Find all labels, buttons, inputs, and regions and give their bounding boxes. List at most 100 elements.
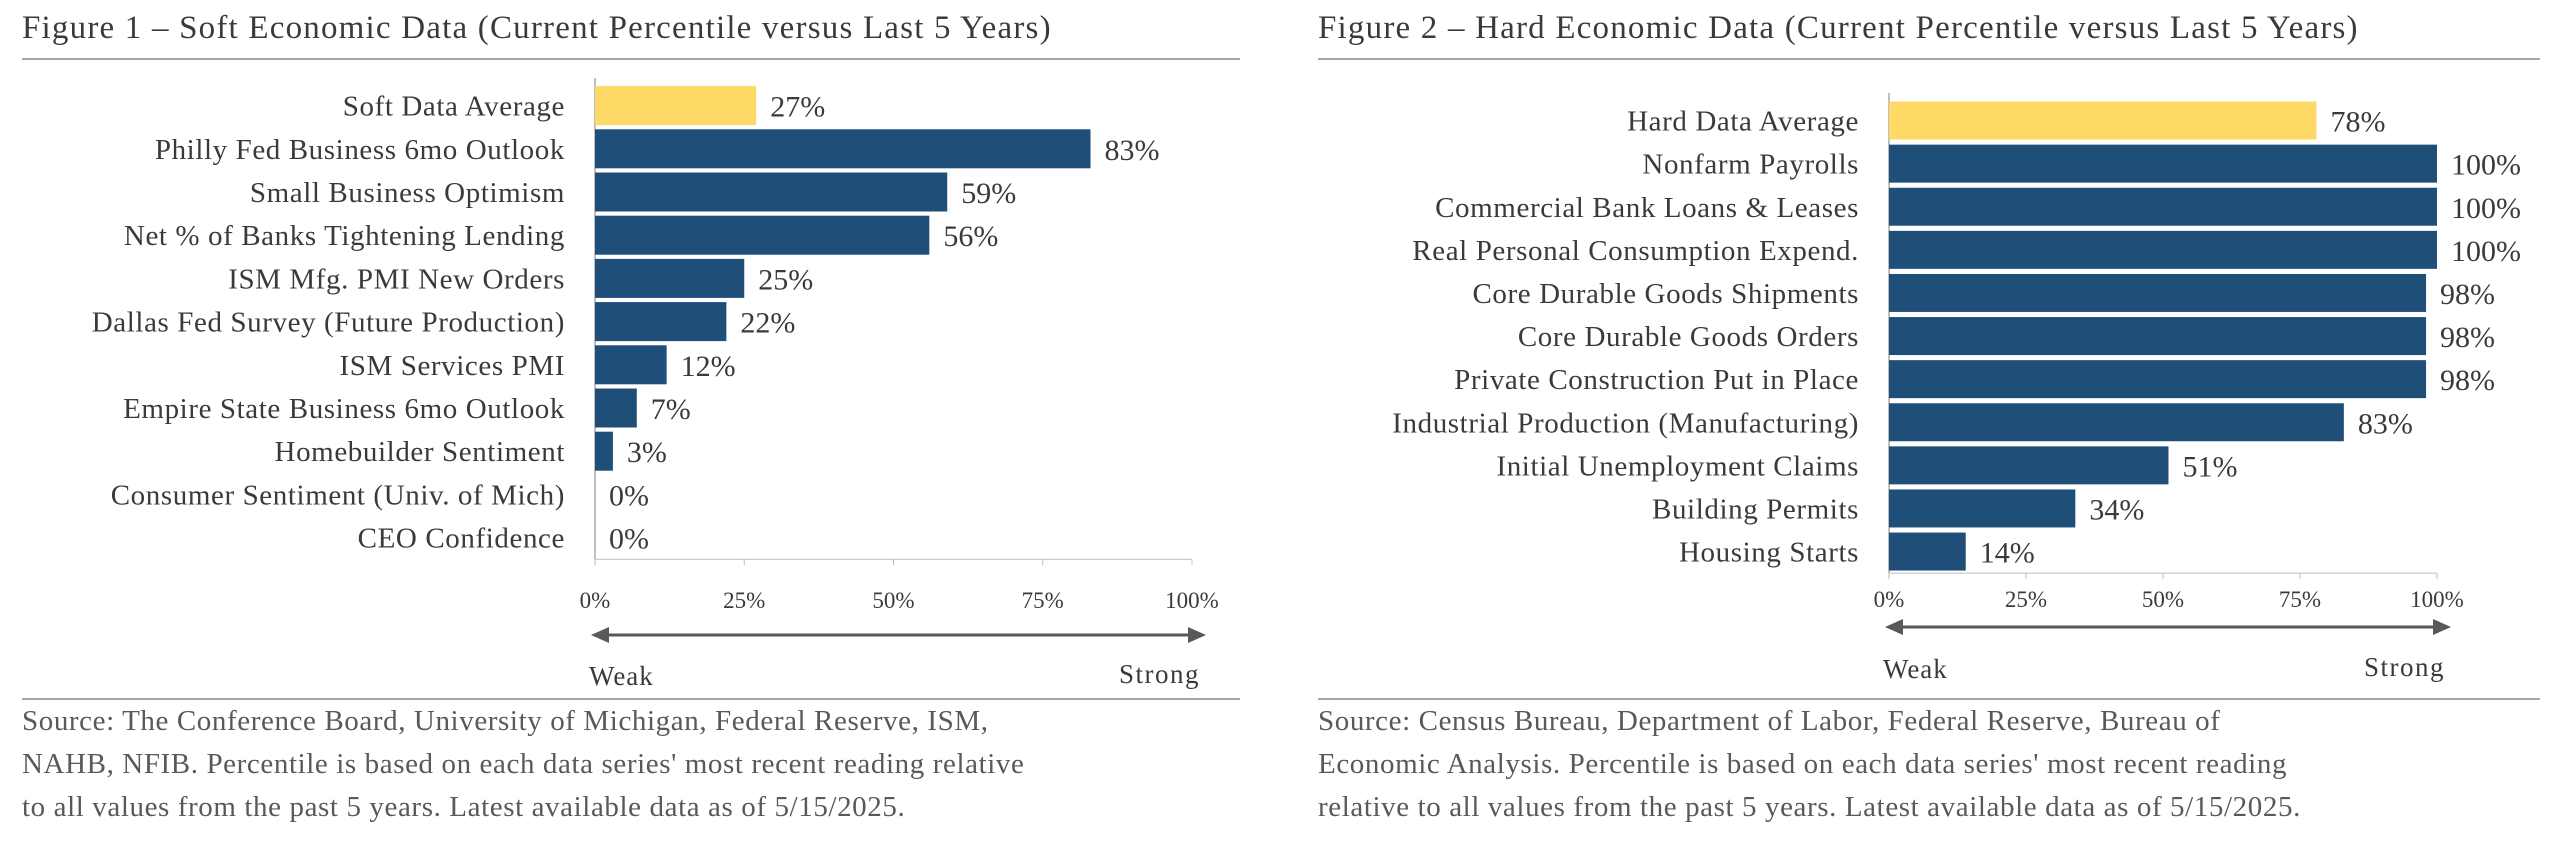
figure-2-source-line-3: relative to all values from the past 5 y…	[1318, 791, 2301, 823]
figure-2-chart: Hard Data Average 78% Nonfarm Payrolls 100%…	[1392, 93, 2521, 684]
figure-1-x-tick-label: 50%	[872, 588, 914, 613]
figure-2-bar	[1889, 360, 2427, 399]
figure-2-weak-label: Weak	[1883, 654, 1948, 684]
figure-2-category-label: Private Construction Put in Place	[1454, 364, 1859, 396]
figure-2-x-tick-label: 0%	[1874, 587, 1905, 612]
figure-2-category-label: Hard Data Average	[1627, 106, 1859, 138]
figure-1-bar	[595, 388, 637, 428]
figure-1-bar	[595, 215, 930, 255]
figure-2-bar	[1889, 230, 2437, 269]
figure-1-arrow-left-icon	[591, 627, 609, 643]
figure-1-value-label: 59%	[961, 177, 1016, 210]
figure-1-bar	[595, 86, 757, 126]
figure-2-x-tick-label: 25%	[2005, 587, 2047, 612]
figure-2-category-label: Initial Unemployment Claims	[1496, 450, 1859, 482]
figure-1-bar	[595, 129, 1091, 169]
figure-1-bar	[595, 431, 613, 471]
figure-2-value-label: 98%	[2440, 321, 2495, 354]
figure-1-arrow-right-icon	[1188, 627, 1206, 643]
figure-1-category-label: Homebuilder Sentiment	[275, 436, 565, 468]
figure-2-value-label: 51%	[2182, 450, 2237, 483]
figure-1-source-line-2: NAHB, NFIB. Percentile is based on each …	[22, 748, 1025, 780]
figure-2-bar	[1889, 273, 2427, 312]
figure-1-category-label: Consumer Sentiment (Univ. of Mich)	[111, 479, 565, 511]
figure-2-x-tick-label: 50%	[2142, 587, 2184, 612]
figure-2-bar	[1889, 144, 2437, 183]
figure-1-value-label: 83%	[1105, 134, 1160, 167]
figure-2-top-rule	[1318, 58, 2540, 60]
figure-2-value-label: 98%	[2440, 278, 2495, 311]
figure-2-arrow-right-icon	[2433, 619, 2451, 635]
figure-2-arrow-left-icon	[1885, 619, 1903, 635]
figure-1-x-tick-label: 75%	[1022, 588, 1064, 613]
figure-1-category-label: Philly Fed Business 6mo Outlook	[155, 134, 565, 166]
figure-1-x-tick-label: 25%	[723, 588, 765, 613]
figure-1-source-line-3: to all values from the past 5 years. Lat…	[22, 791, 906, 823]
figure-2-value-label: 98%	[2440, 364, 2495, 397]
figure-1-category-label: Soft Data Average	[343, 91, 565, 123]
figure-2-panel: Figure 2 – Hard Economic Data (Current P…	[1318, 0, 2540, 850]
figure-2-category-label: Core Durable Goods Shipments	[1472, 278, 1859, 310]
figure-2-bar	[1889, 489, 2076, 528]
figure-1-top-rule	[22, 58, 1240, 60]
figure-1-category-label: ISM Mfg. PMI New Orders	[228, 263, 565, 295]
figure-2-bar	[1889, 532, 1966, 571]
figure-1-source: Source: The Conference Board, University…	[22, 700, 1024, 829]
figure-2-strong-label: Strong	[2364, 652, 2445, 682]
figure-1-bar	[595, 172, 948, 212]
figure-2-bar	[1889, 446, 2169, 485]
figure-1-category-label: CEO Confidence	[358, 523, 565, 555]
figure-2-value-label: 100%	[2451, 149, 2521, 182]
figure-1-value-label: 3%	[627, 436, 667, 469]
figure-2-bar	[1889, 187, 2437, 226]
figure-1-x-tick-label: 100%	[1165, 588, 1219, 613]
figure-1-chart: Soft Data Average 27% Philly Fed Business …	[92, 78, 1219, 691]
figure-1-title: Figure 1 – Soft Economic Data (Current P…	[22, 10, 1052, 46]
figure-2-bar	[1889, 101, 2317, 140]
figure-1-category-label: Dallas Fed Survey (Future Production)	[92, 307, 565, 339]
figure-2-value-label: 100%	[2451, 192, 2521, 225]
figure-2-category-label: Core Durable Goods Orders	[1518, 321, 1859, 353]
figure-2-category-label: Housing Starts	[1679, 537, 1859, 569]
figure-1-panel: Figure 1 – Soft Economic Data (Current P…	[22, 0, 1240, 850]
figure-1-value-label: 27%	[770, 91, 825, 124]
figure-2-bar	[1889, 317, 2427, 356]
figure-2-x-tick-label: 75%	[2279, 587, 2321, 612]
figure-2-x-tick-label: 100%	[2410, 587, 2464, 612]
figure-2-value-label: 83%	[2358, 407, 2413, 440]
figure-2-category-label: Real Personal Consumption Expend.	[1412, 235, 1859, 267]
figure-1-value-label: 25%	[758, 263, 813, 296]
figure-1-value-label: 22%	[740, 307, 795, 340]
figure-1-weak-label: Weak	[589, 661, 654, 691]
figure-1-category-label: Empire State Business 6mo Outlook	[123, 393, 565, 425]
figure-1-value-label: 56%	[943, 220, 998, 253]
figure-2-category-label: Industrial Production (Manufacturing)	[1392, 407, 1859, 439]
figure-1-source-line-1: Source: The Conference Board, University…	[22, 705, 989, 737]
figure-1-category-label: Net % of Banks Tightening Lending	[124, 220, 565, 252]
figure-2-value-label: 14%	[1980, 537, 2035, 570]
figure-2-category-label: Building Permits	[1652, 493, 1859, 525]
figure-2-source-line-1: Source: Census Bureau, Department of Lab…	[1318, 705, 2221, 737]
figure-2-category-label: Commercial Bank Loans & Leases	[1435, 192, 1859, 224]
figure-2-source: Source: Census Bureau, Department of Lab…	[1318, 700, 2301, 829]
figure-1-bar	[595, 302, 727, 342]
figure-1-value-label: 12%	[681, 350, 736, 383]
figure-2-value-label: 100%	[2451, 235, 2521, 268]
figure-1-bottom-rule	[22, 698, 1240, 700]
figure-1-category-label: ISM Services PMI	[340, 350, 566, 382]
figure-2-category-label: Nonfarm Payrolls	[1642, 149, 1859, 181]
figure-1-x-tick-label: 0%	[580, 588, 611, 613]
figure-2-source-line-2: Economic Analysis. Percentile is based o…	[1318, 748, 2288, 780]
figure-1-value-label: 7%	[651, 393, 691, 426]
figure-2-value-label: 78%	[2330, 106, 2385, 139]
figure-1-bar	[595, 345, 667, 385]
figure-2-bar	[1889, 403, 2344, 442]
figure-1-value-label: 0%	[609, 523, 649, 556]
figure-1-category-label: Small Business Optimism	[250, 177, 565, 209]
figure-2-bottom-rule	[1318, 698, 2540, 700]
figure-1-value-label: 0%	[609, 479, 649, 512]
figure-2-title: Figure 2 – Hard Economic Data (Current P…	[1318, 10, 2359, 46]
figure-1-bar	[595, 258, 745, 298]
figure-1-strong-label: Strong	[1119, 659, 1200, 689]
figure-2-value-label: 34%	[2089, 493, 2144, 526]
